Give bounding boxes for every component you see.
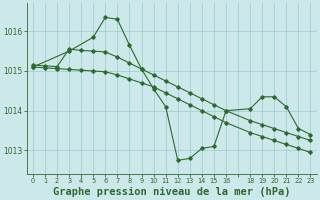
X-axis label: Graphe pression niveau de la mer (hPa): Graphe pression niveau de la mer (hPa): [53, 186, 291, 197]
